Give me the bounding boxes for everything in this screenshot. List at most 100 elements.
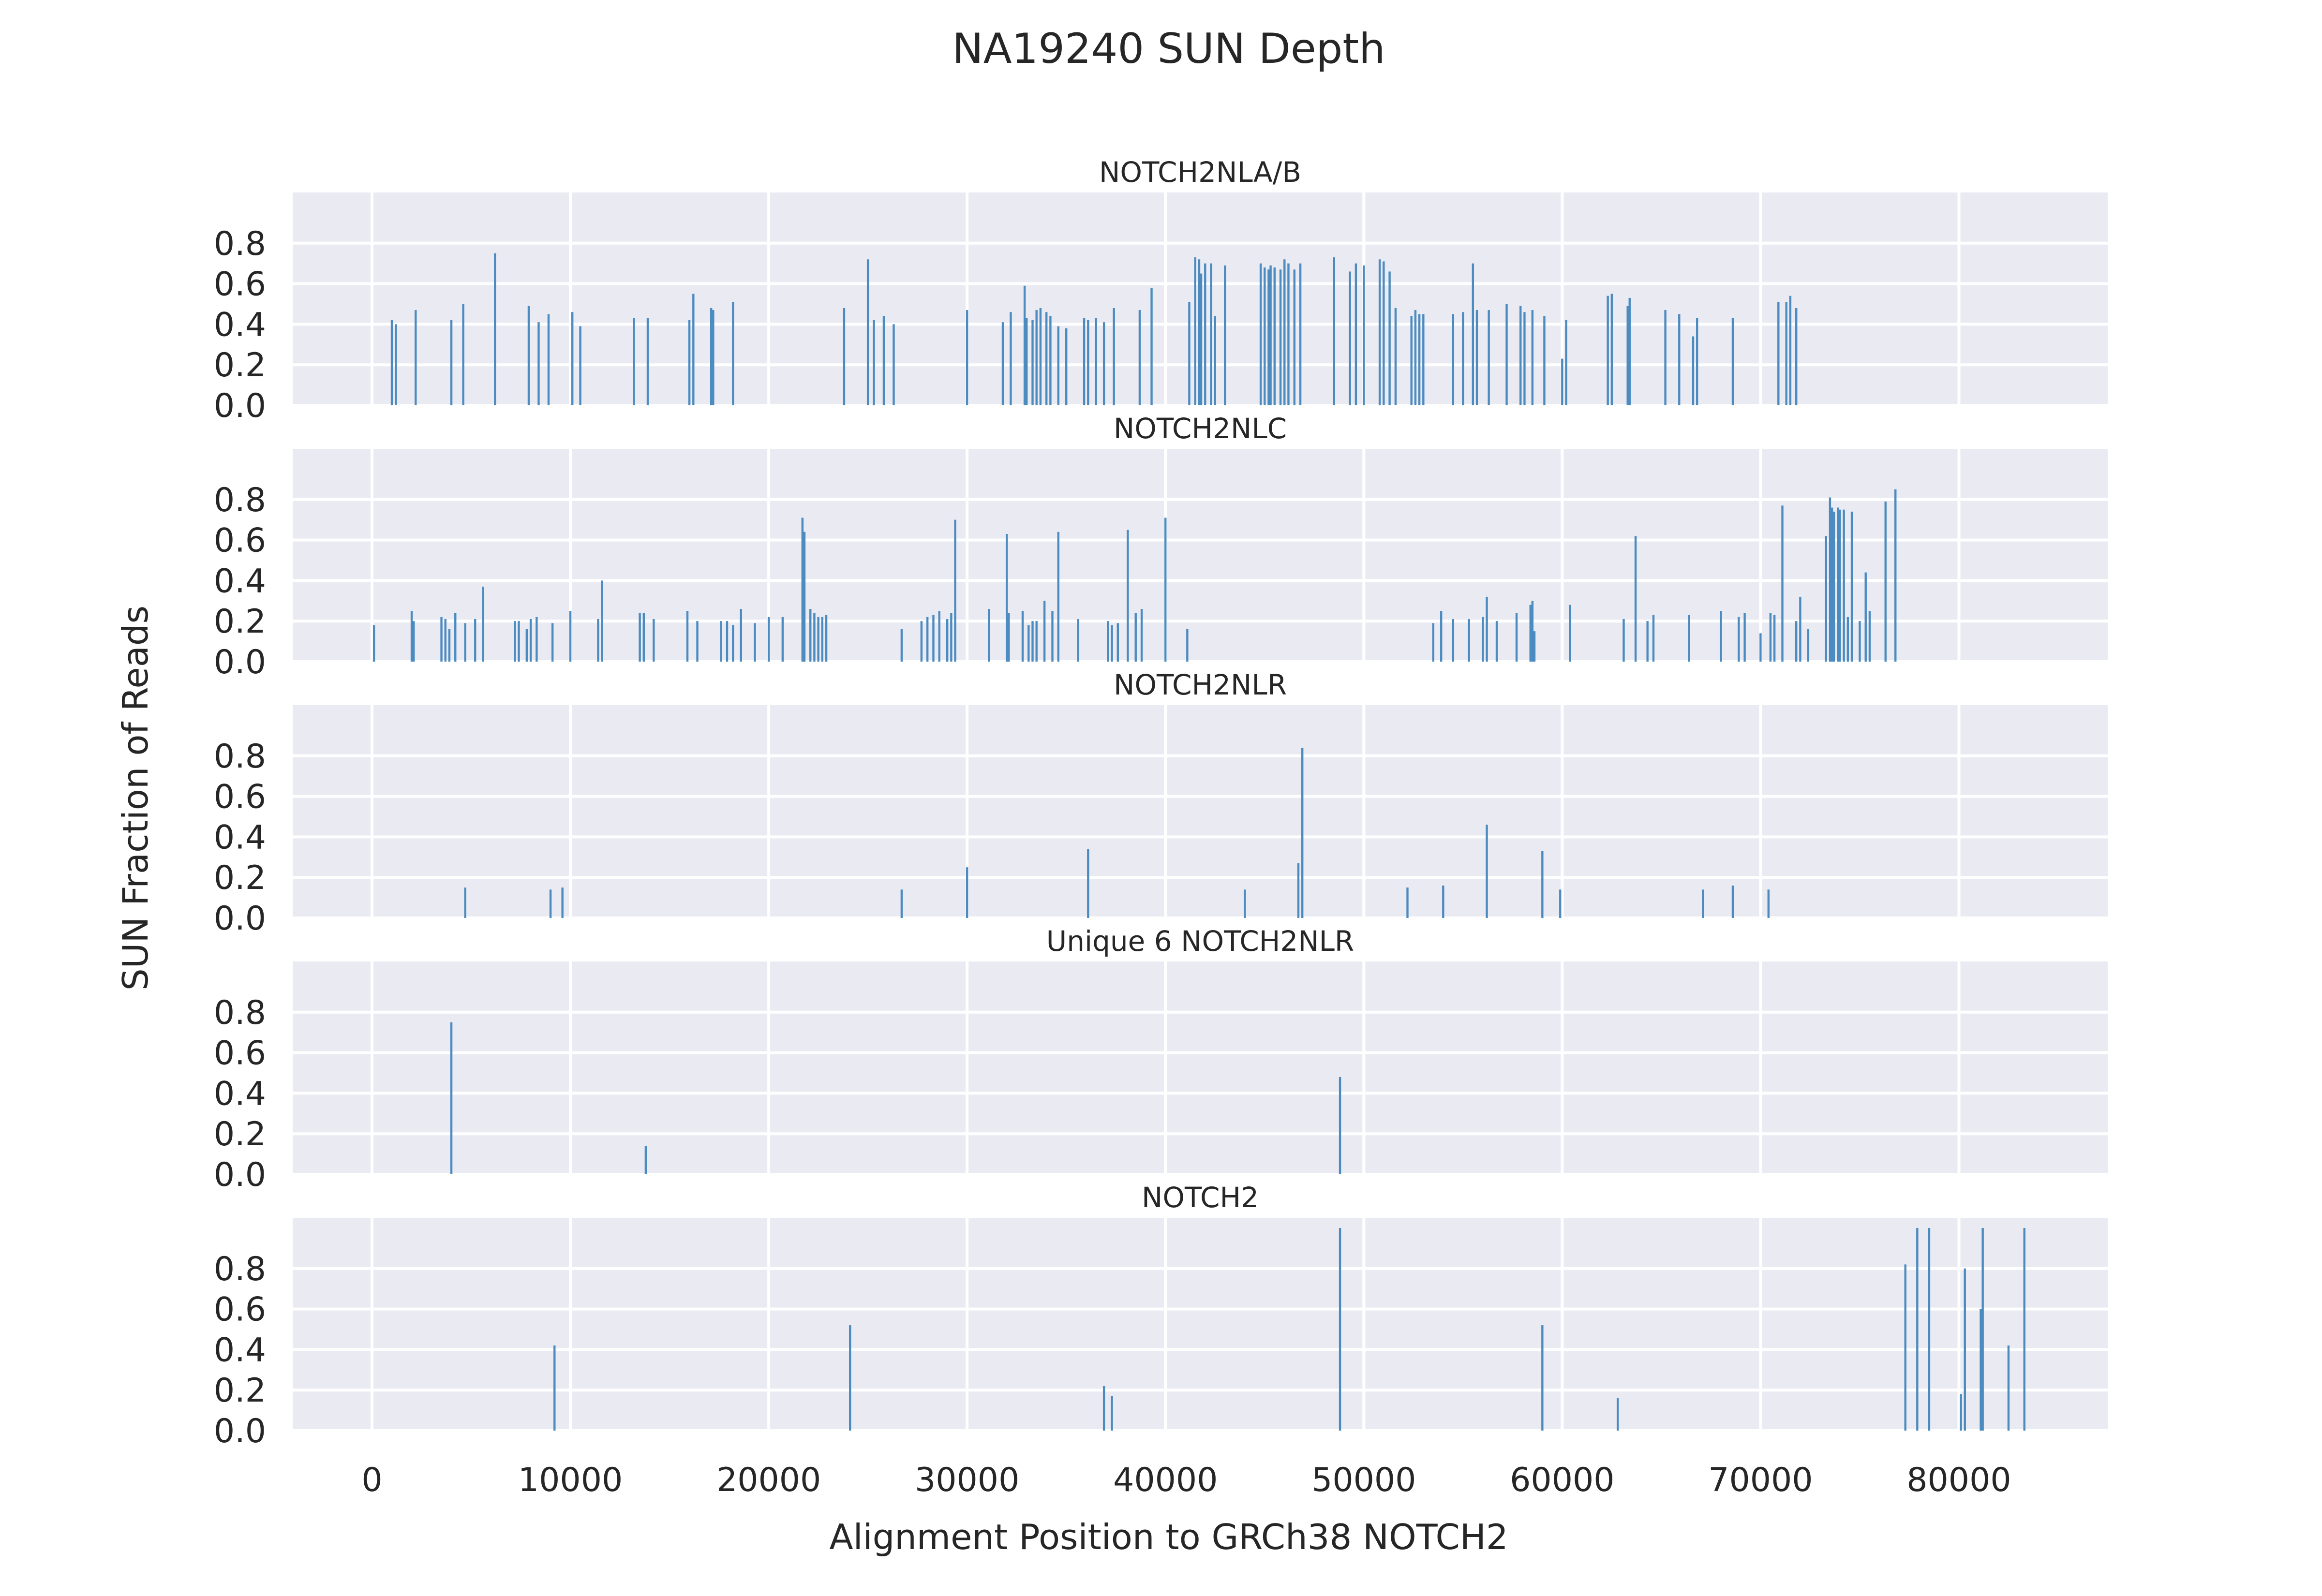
sun-bar [1440,611,1443,662]
x-tick-label: 50000 [1311,1461,1416,1499]
y-tick-label: 0.2 [214,1372,266,1410]
sun-bar [1200,273,1203,405]
sun-bar [1023,285,1026,405]
sun-bar [710,308,713,405]
sun-bar [1008,613,1010,662]
sun-bar [2007,1345,2010,1431]
y-tick-label: 0.8 [214,225,266,263]
sun-bar [1980,1309,1982,1431]
sun-bar [549,889,552,918]
sun-bar [926,617,929,662]
sun-bar [1269,265,1272,405]
sun-bar [1113,308,1115,405]
sun-bar [1795,308,1798,405]
sun-bar [1116,623,1119,662]
sun-bar [1569,605,1571,662]
sun-bar [1523,312,1526,405]
x-tick-label: 70000 [1708,1461,1813,1499]
sun-bar [954,519,956,662]
sun-bar [553,1345,556,1431]
sun-bar [1432,623,1435,662]
sun-bar [1738,617,1740,662]
y-tick-label: 0.4 [214,306,266,344]
panel-background [293,449,2108,662]
sun-bar [1077,619,1080,662]
sun-bar [712,310,714,405]
y-tick-label: 0.8 [214,738,266,776]
x-axis-label: Alignment Position to GRCh38 NOTCH2 [829,1517,1508,1557]
sun-bar [1799,596,1801,662]
sun-bar [1789,296,1792,405]
sun-bar [946,619,949,662]
sun-bar [1414,310,1417,405]
sun-bar [1831,507,1833,662]
sun-bar [537,322,540,405]
sun-bar [547,314,550,405]
sun-bar [561,887,564,918]
sun-bar [1472,263,1474,405]
sun-bar [1559,889,1562,918]
sun-bar [571,312,574,405]
sun-bar [1688,615,1690,662]
sun-bar [395,324,397,405]
sun-bar [1210,263,1212,405]
y-tick-label: 0.0 [214,1156,266,1194]
sun-bar [1731,318,1734,405]
sun-bar [1486,825,1488,918]
sun-bar [1561,358,1563,405]
panel-background [293,705,2108,918]
sun-bar [1279,269,1282,405]
sun-bar [900,629,903,662]
sun-bar [527,306,530,405]
sun-bar [1043,601,1046,662]
sun-bar [1388,271,1391,405]
sun-bar [1626,306,1629,405]
sun-bar [966,310,968,405]
y-tick-label: 0.6 [214,1291,266,1329]
sun-bar [1702,889,1704,918]
sun-bar [821,617,824,662]
y-tick-label: 0.0 [214,900,266,938]
sun-bar [1452,619,1455,662]
sun-bar [843,308,846,405]
sun-bar [938,611,940,662]
sun-bar [1634,536,1637,662]
sun-bar [1767,889,1770,918]
sun-bar [1214,316,1216,405]
sun-bar [464,623,466,662]
sun-bar [1829,497,1831,662]
sun-bar [1383,261,1385,405]
sun-bar [1505,304,1508,405]
sun-bar [1333,257,1335,405]
sun-bar [1406,887,1409,918]
sun-bar [1759,633,1762,662]
sun-bar [1515,613,1518,662]
sun-bar [893,324,895,405]
sun-bar [692,294,695,405]
sun-bar [412,621,415,662]
sun-bar [1264,267,1266,405]
sun-bar [642,613,645,662]
sun-bar [1005,534,1008,662]
sun-bar [529,619,532,662]
sun-bar [732,625,734,662]
sun-bar [1541,851,1544,918]
sun-bar [1102,322,1105,405]
sun-bar [809,609,812,662]
x-tick-label: 60000 [1510,1461,1614,1499]
sun-bar [686,611,689,662]
sun-bar [767,617,770,662]
y-tick-label: 0.6 [214,1034,266,1073]
sun-bar [1001,322,1004,405]
sun-bar [688,320,691,405]
sun-bar [754,623,756,662]
panel-background [293,961,2108,1174]
sun-bar [410,611,413,662]
x-tick-label: 0 [361,1461,382,1499]
sun-bar [1541,1325,1544,1431]
sun-bar [932,615,935,662]
sun-bar [873,320,875,405]
sun-bar [1616,1398,1619,1431]
sun-bar [966,867,968,918]
sun-bar [1773,615,1776,662]
